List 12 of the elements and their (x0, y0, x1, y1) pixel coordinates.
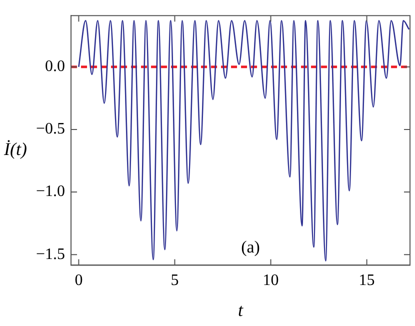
y-axis-title: İ(t) (3, 139, 27, 160)
line-series (78, 20, 410, 262)
x-tick-label: 10 (262, 272, 279, 290)
y-tick-label: 0.0 (45, 58, 66, 76)
x-tick-label: 5 (170, 272, 179, 290)
annotation: (a) (241, 238, 260, 257)
y-tick-label: −0.5 (36, 120, 66, 138)
y-tick-label: −1.5 (36, 246, 66, 263)
y-tick-label: −1.0 (36, 183, 66, 200)
x-tick-label: 15 (358, 272, 375, 290)
x-tick-label: 0 (74, 272, 83, 290)
x-axis-title: t (238, 300, 244, 320)
